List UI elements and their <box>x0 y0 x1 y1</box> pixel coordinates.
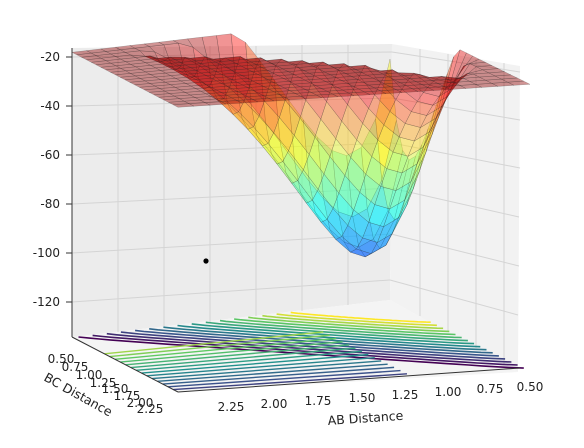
x-tick-label: 1.75 <box>305 394 332 408</box>
x-tick-label: 0.75 <box>477 382 504 396</box>
x-tick-label: 1.50 <box>349 391 376 405</box>
z-tick-label: -40 <box>40 99 60 113</box>
x-tick-label: 1.00 <box>435 385 462 399</box>
z-tick-label: -120 <box>33 295 60 309</box>
x-tick-label: 2.25 <box>218 400 245 414</box>
x-tick-label: 2.00 <box>261 397 288 411</box>
y-tick-label: 2.25 <box>137 402 164 416</box>
current-position-marker <box>203 258 208 263</box>
z-tick-label: -100 <box>33 246 60 260</box>
x-tick-label: 0.50 <box>517 380 544 394</box>
x-tick-label: 1.25 <box>392 388 419 402</box>
z-tick-label: -80 <box>40 197 60 211</box>
z-tick-label: -20 <box>40 50 60 64</box>
z-tick-label: -60 <box>40 148 60 162</box>
